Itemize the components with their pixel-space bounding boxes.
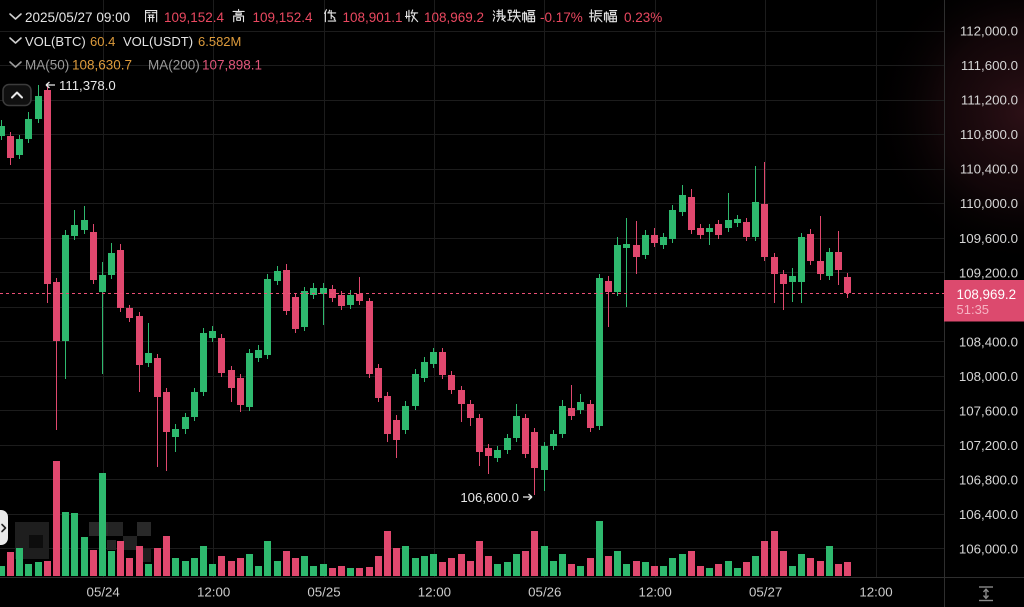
svg-text:106,800.0: 106,800.0	[959, 473, 1018, 488]
svg-text:107,898.1: 107,898.1	[202, 57, 262, 72]
svg-text:107,600.0: 107,600.0	[959, 403, 1018, 418]
svg-text:109,600.0: 109,600.0	[959, 231, 1018, 246]
svg-text:109,200.0: 109,200.0	[959, 265, 1018, 280]
svg-text:-0.17%: -0.17%	[540, 10, 583, 25]
svg-text:106,400.0: 106,400.0	[959, 507, 1018, 522]
svg-text:109,152.4: 109,152.4	[164, 10, 225, 25]
svg-text:12:00: 12:00	[197, 585, 230, 600]
svg-text:MA(200): MA(200)	[148, 57, 200, 72]
svg-text:60.4: 60.4	[90, 34, 115, 49]
svg-text:108,630.7: 108,630.7	[72, 57, 132, 72]
svg-text:12:00: 12:00	[639, 585, 672, 600]
svg-text:111,200.0: 111,200.0	[961, 93, 1018, 108]
svg-text:MA(50): MA(50)	[25, 57, 69, 72]
svg-text:2025/05/27 09:00: 2025/05/27 09:00	[25, 10, 130, 25]
svg-text:05/26: 05/26	[528, 585, 561, 600]
svg-text:108,000.0: 108,000.0	[959, 369, 1018, 384]
svg-text:12:00: 12:00	[859, 585, 892, 600]
svg-text:110,800.0: 110,800.0	[960, 127, 1018, 142]
svg-text:111,600.0: 111,600.0	[961, 58, 1018, 73]
svg-text:05/25: 05/25	[307, 585, 340, 600]
svg-text:108,400.0: 108,400.0	[959, 334, 1018, 349]
svg-text:12:00: 12:00	[418, 585, 451, 600]
svg-text:6.582M: 6.582M	[198, 34, 241, 49]
svg-text:111,378.0: 111,378.0	[59, 78, 116, 93]
svg-text:107,200.0: 107,200.0	[959, 438, 1018, 453]
svg-text:106,000.0: 106,000.0	[959, 542, 1018, 557]
svg-text:110,400.0: 110,400.0	[960, 162, 1018, 177]
svg-text:110,000.0: 110,000.0	[960, 196, 1018, 211]
svg-text:0.23%: 0.23%	[624, 10, 662, 25]
svg-text:108,969.2: 108,969.2	[424, 10, 484, 25]
svg-text:108,901.1: 108,901.1	[343, 10, 403, 25]
svg-text:51:35: 51:35	[957, 302, 990, 317]
svg-text:109,152.4: 109,152.4	[253, 10, 314, 25]
svg-text:108,969.2: 108,969.2	[957, 287, 1017, 302]
svg-text:VOL(USDT): VOL(USDT)	[123, 34, 193, 49]
svg-text:112,000.0: 112,000.0	[960, 24, 1018, 39]
svg-text:05/27: 05/27	[749, 585, 782, 600]
svg-text:VOL(BTC): VOL(BTC)	[25, 34, 86, 49]
svg-text:05/24: 05/24	[87, 585, 120, 600]
svg-text:106,600.0: 106,600.0	[460, 490, 519, 505]
